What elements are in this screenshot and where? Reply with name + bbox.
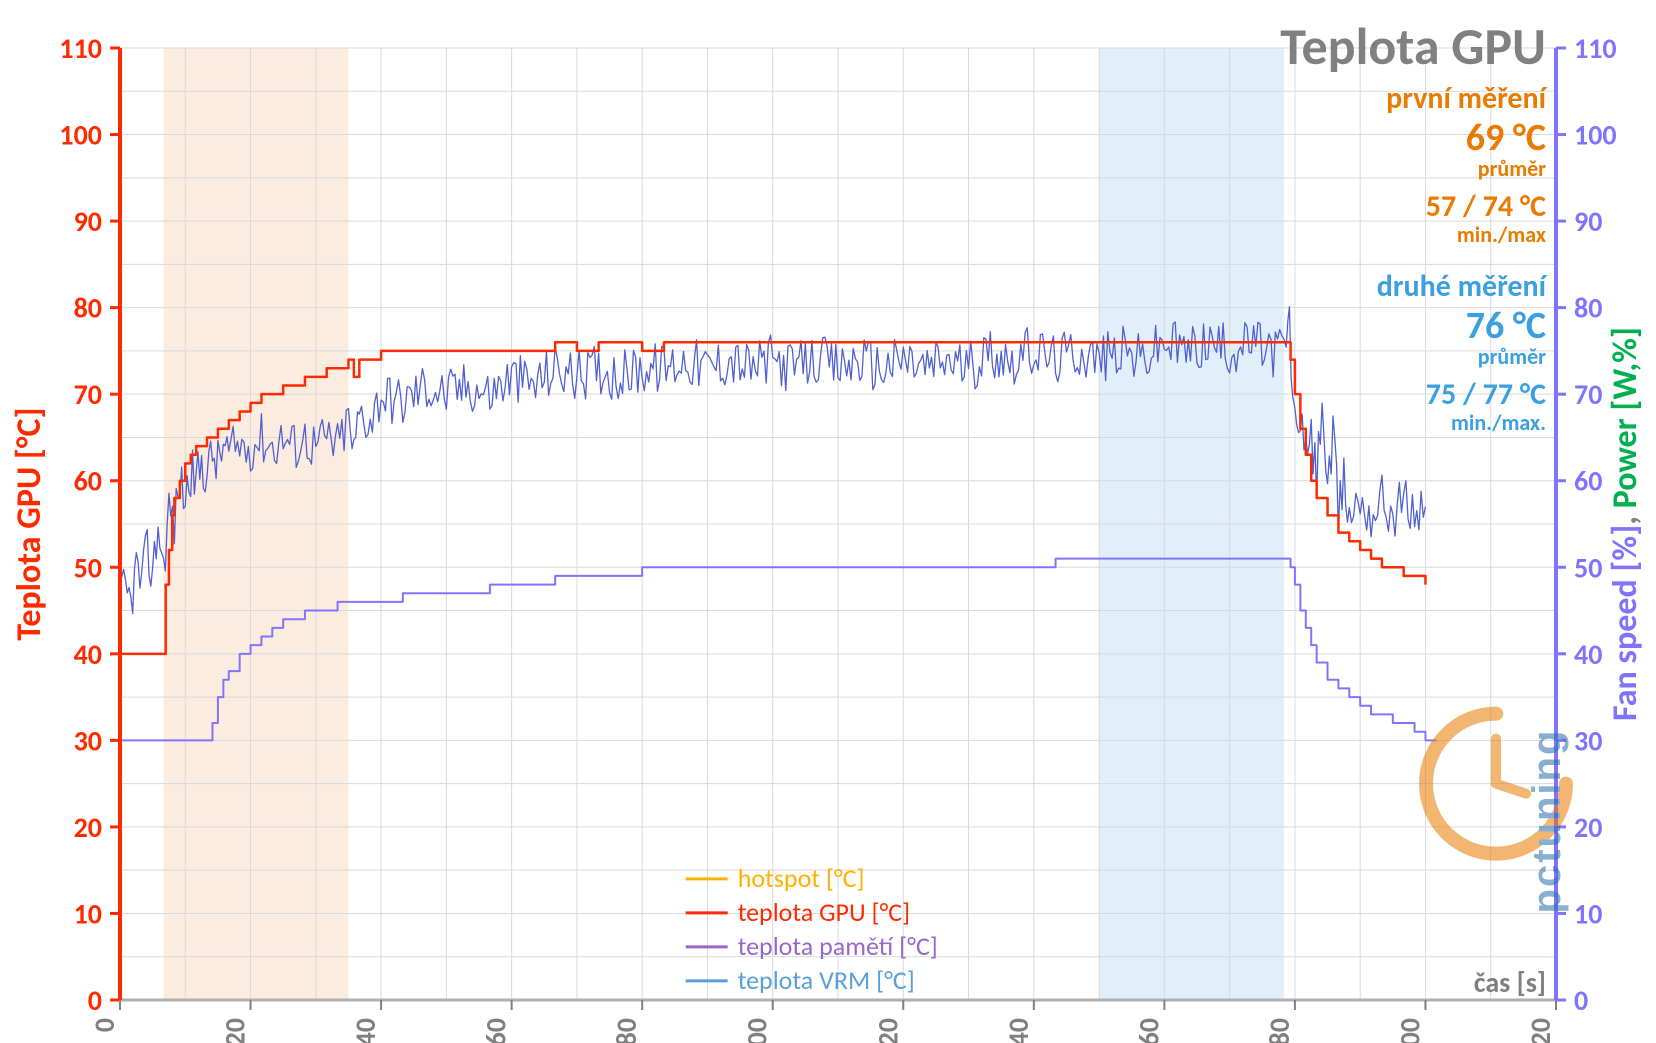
- y-right-tick-label: 110: [1574, 31, 1617, 66]
- y-right-tick-label: 70: [1574, 377, 1602, 412]
- x-tick-label: 240: [348, 1018, 383, 1043]
- legend-label: teplota pamětí [°C]: [738, 930, 938, 962]
- svg-text:pctuning: pctuning: [1525, 729, 1569, 914]
- y-left-tick-label: 30: [74, 723, 102, 758]
- legend-label: teplota GPU [°C]: [738, 896, 910, 928]
- legend-label: teplota VRM [°C]: [738, 964, 915, 996]
- x-tick-label: 480: [609, 1018, 644, 1043]
- x-tick-label: 360: [479, 1018, 514, 1043]
- y-right-tick-label: 80: [1574, 291, 1602, 326]
- summary-first-title: první měření: [1386, 80, 1548, 117]
- y-right-tick-label: 100: [1574, 118, 1617, 153]
- y-right-tick-label: 50: [1574, 550, 1602, 585]
- y-left-tick-label: 60: [74, 464, 102, 499]
- summary-second-minmax-label: min./max.: [1451, 409, 1546, 436]
- watermark: pctuning: [1426, 714, 1569, 914]
- y-right-tick-label: 0: [1574, 983, 1588, 1018]
- legend-label: hotspot [°C]: [738, 862, 865, 894]
- x-tick-label: 840: [1001, 1018, 1036, 1043]
- y-right-tick-label: 20: [1574, 810, 1602, 845]
- y-left-tick-label: 10: [74, 896, 102, 931]
- x-tick-label: 720: [870, 1018, 905, 1043]
- y-right-tick-label: 30: [1574, 723, 1602, 758]
- y-right-tick-label: 40: [1574, 637, 1602, 672]
- y-left-tick-label: 20: [74, 810, 102, 845]
- x-tick-label: 600: [740, 1018, 775, 1043]
- y-left-tick-label: 110: [59, 31, 102, 66]
- chart-title: Teplota GPU: [1280, 14, 1546, 78]
- summary-first-minmax-label: min./max: [1457, 221, 1546, 248]
- summary-first-minmax: 57 / 74 °C: [1426, 188, 1546, 225]
- gpu-temperature-chart: 0102030405060708090100110Teplota GPU [°C…: [0, 0, 1656, 1043]
- x-tick-label: 120: [218, 1018, 253, 1043]
- y-left-tick-label: 100: [59, 118, 102, 153]
- y-right-tick-label: 10: [1574, 896, 1602, 931]
- x-axis-title: čas [s]: [1474, 965, 1546, 1000]
- y-left-tick-label: 50: [74, 550, 102, 585]
- x-tick-label: 0: [87, 1018, 122, 1032]
- y-right-axis-title: Fan speed [%], Power [W,%]: [1605, 327, 1646, 721]
- x-tick-label: 1200: [1392, 1018, 1427, 1043]
- summary-second-avg-label: průměr: [1478, 343, 1546, 370]
- y-right-tick-label: 90: [1574, 204, 1602, 239]
- x-tick-label: 1080: [1262, 1018, 1297, 1043]
- y-left-tick-label: 90: [74, 204, 102, 239]
- y-left-axis-title: Teplota GPU [°C]: [9, 407, 50, 640]
- y-left-tick-label: 70: [74, 377, 102, 412]
- summary-second-minmax: 75 / 77 °C: [1426, 376, 1546, 413]
- x-tick-label: 960: [1131, 1018, 1166, 1043]
- summary-second-title: druhé měření: [1377, 268, 1548, 305]
- y-right-tick-label: 60: [1574, 464, 1602, 499]
- y-left-tick-label: 40: [74, 637, 102, 672]
- x-tick-label: 1320: [1523, 1018, 1558, 1043]
- y-left-tick-label: 0: [88, 983, 102, 1018]
- y-left-tick-label: 80: [74, 291, 102, 326]
- summary-first-avg-label: průměr: [1478, 155, 1546, 182]
